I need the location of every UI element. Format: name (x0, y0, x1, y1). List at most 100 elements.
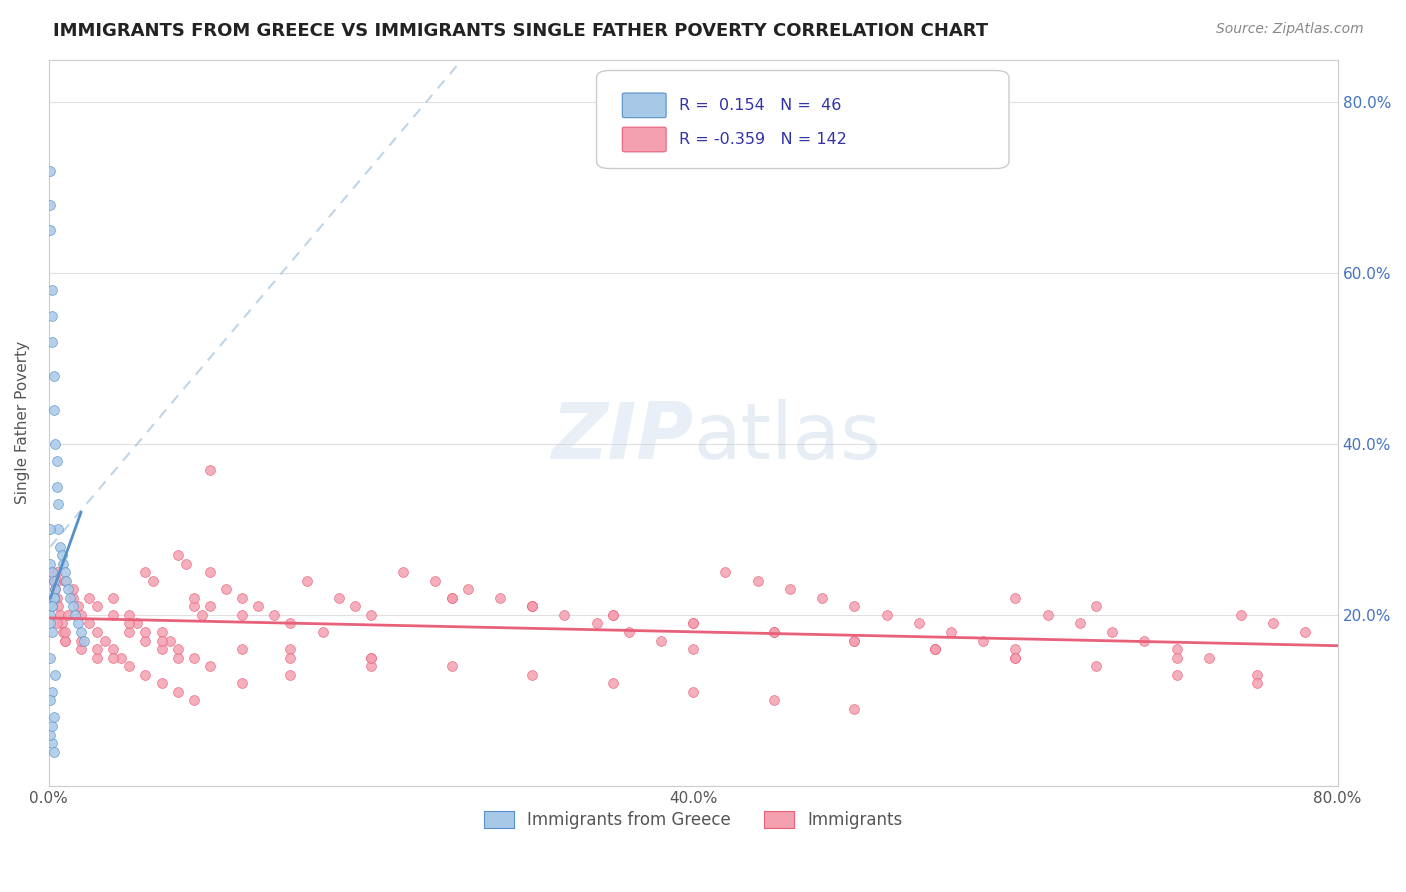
Point (1084, 659, 1107, 673)
Point (1294, 625, 1316, 640)
Point (39, 163, 62, 178)
Point (762, 693, 785, 707)
Point (360, 650, 382, 665)
Point (86, 650, 108, 665)
Point (328, 591, 350, 605)
Point (1246, 676, 1268, 690)
Point (602, 676, 624, 690)
Point (1101, 625, 1123, 640)
Point (41, 625, 63, 640)
Point (1230, 607, 1253, 622)
Point (166, 548, 188, 562)
Point (440, 591, 463, 605)
Text: ZIP: ZIP (551, 400, 693, 475)
Point (457, 582, 479, 597)
Point (59, 591, 82, 605)
Point (231, 607, 253, 622)
Point (77, 616, 100, 631)
Point (103, 591, 125, 605)
Point (142, 574, 165, 588)
Point (1166, 642, 1188, 657)
Point (53, 565, 76, 579)
FancyBboxPatch shape (623, 93, 666, 118)
Point (682, 616, 704, 631)
Point (48, 497, 70, 511)
Point (42, 574, 65, 588)
Point (110, 650, 132, 665)
Point (198, 463, 221, 477)
Point (747, 574, 769, 588)
Point (1004, 642, 1026, 657)
Point (295, 574, 318, 588)
Point (360, 650, 382, 665)
Point (41, 599, 63, 614)
FancyBboxPatch shape (596, 70, 1010, 169)
Point (45, 574, 67, 588)
Point (762, 625, 785, 640)
Point (53, 633, 76, 648)
Point (392, 565, 415, 579)
Point (44, 582, 66, 597)
Point (45, 591, 67, 605)
Point (41, 565, 63, 579)
Point (42, 710, 65, 724)
FancyBboxPatch shape (623, 128, 666, 152)
Point (617, 625, 640, 640)
Point (44, 437, 66, 451)
Point (42, 368, 65, 383)
Point (263, 607, 285, 622)
Point (49, 540, 72, 554)
Point (127, 616, 149, 631)
Point (51, 616, 73, 631)
Point (440, 659, 463, 673)
Point (183, 650, 205, 665)
Point (844, 633, 866, 648)
Point (280, 650, 302, 665)
Point (42, 574, 65, 588)
Point (39, 557, 62, 571)
Point (53, 625, 76, 640)
Point (63, 607, 86, 622)
Point (520, 599, 543, 614)
Text: R =  0.154   N =  46: R = 0.154 N = 46 (679, 98, 841, 113)
Point (198, 565, 221, 579)
Point (41, 334, 63, 349)
Point (55, 574, 77, 588)
Point (1004, 650, 1026, 665)
Point (1198, 650, 1220, 665)
Point (103, 642, 125, 657)
Point (39, 650, 62, 665)
Point (39, 223, 62, 237)
Point (166, 685, 188, 699)
Point (183, 599, 205, 614)
Point (150, 633, 173, 648)
Point (602, 607, 624, 622)
Point (62, 599, 84, 614)
Point (1036, 607, 1059, 622)
Point (39, 616, 62, 631)
Point (876, 607, 898, 622)
Point (86, 599, 108, 614)
Point (42, 591, 65, 605)
Point (520, 599, 543, 614)
Point (118, 659, 141, 673)
Point (66, 616, 89, 631)
Point (39, 693, 62, 707)
Point (1004, 650, 1026, 665)
Point (39, 198, 62, 212)
Point (844, 702, 866, 716)
Point (41, 719, 63, 733)
Point (1166, 650, 1188, 665)
Point (86, 642, 108, 657)
Point (49, 607, 72, 622)
Point (42, 591, 65, 605)
Point (280, 616, 302, 631)
Point (520, 599, 543, 614)
Point (174, 557, 197, 571)
Point (844, 599, 866, 614)
Point (103, 607, 125, 622)
Point (150, 625, 173, 640)
Point (198, 599, 221, 614)
Point (66, 599, 89, 614)
Point (42, 745, 65, 759)
